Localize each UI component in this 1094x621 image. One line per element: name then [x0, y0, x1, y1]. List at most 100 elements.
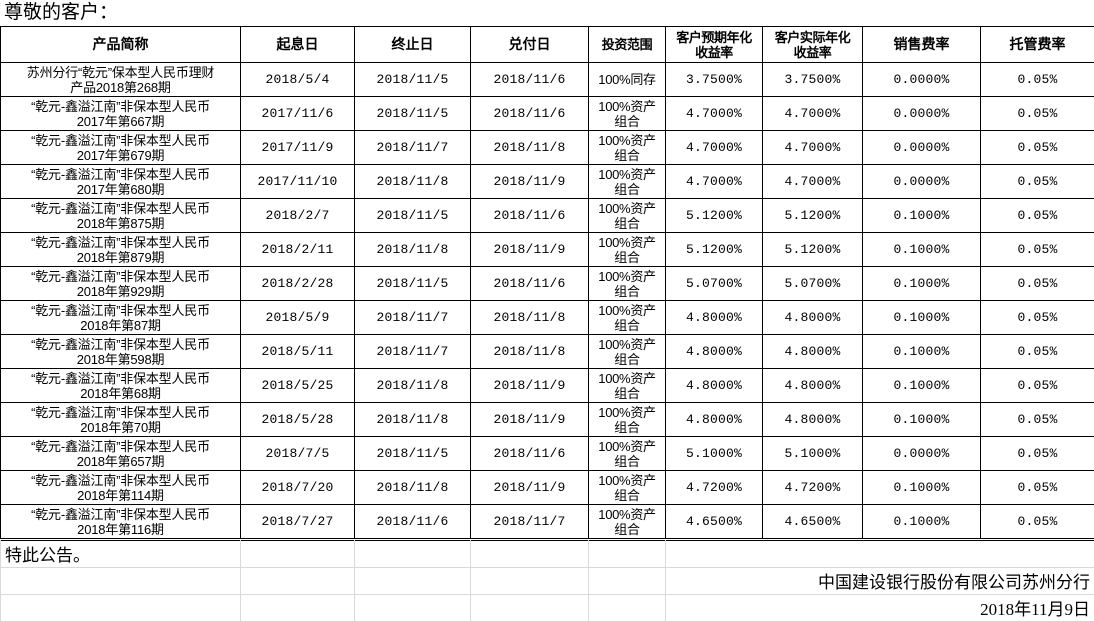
start-date-cell: 2018/5/25 [240, 368, 355, 403]
actual-rate-cell: 4.7000% [762, 164, 863, 199]
table-row: “乾元-鑫溢江南”非保本型人民币 2017年第680期 2017/11/10 2018… [0, 164, 1094, 199]
payment-date-cell: 2018/11/7 [470, 504, 589, 539]
column-header-end-date: 终止日 [354, 26, 471, 63]
product-name-cell: “乾元-鑫溢江南”非保本型人民币 2018年第87期 [0, 300, 241, 335]
investment-scope-cell: 100%资产 组合 [588, 402, 666, 437]
end-date-cell: 2018/11/7 [354, 130, 471, 165]
product-name-cell: “乾元-鑫溢江南”非保本型人民币 2018年第657期 [0, 436, 241, 471]
table-row: “乾元-鑫溢江南”非保本型人民币 2018年第70期 2018/5/28 2018/1… [0, 402, 1094, 437]
custody-fee-cell: 0.05% [980, 266, 1094, 301]
expected-rate-cell: 5.1200% [665, 232, 763, 267]
expected-rate-cell: 5.0700% [665, 266, 763, 301]
payment-date-cell: 2018/11/9 [470, 402, 589, 437]
notice-text: 特此公告。 [0, 540, 241, 568]
start-date-cell: 2017/11/6 [240, 96, 355, 131]
end-date-cell: 2018/11/8 [354, 470, 471, 505]
start-date-cell: 2018/2/28 [240, 266, 355, 301]
start-date-cell: 2017/11/10 [240, 164, 355, 199]
column-header-start-date: 起息日 [240, 26, 355, 63]
footer-cell-blank [0, 594, 241, 621]
footer-cell-blank [588, 540, 666, 568]
signature-text: 中国建设银行股份有限公司苏州分行 [665, 567, 1094, 595]
start-date-cell: 2018/7/5 [240, 436, 355, 471]
investment-scope-cell: 100%资产 组合 [588, 368, 666, 403]
actual-rate-cell: 4.6500% [762, 504, 863, 539]
table-row: “乾元-鑫溢江南”非保本型人民币 2017年第667期 2017/11/6 2018/… [0, 96, 1094, 131]
investment-scope-cell: 100%资产 组合 [588, 232, 666, 267]
sales-fee-cell: 0.1000% [862, 198, 981, 233]
column-header-investment-scope: 投资范围 [588, 26, 666, 63]
investment-scope-cell: 100%资产 组合 [588, 164, 666, 199]
actual-rate-cell: 5.1200% [762, 198, 863, 233]
end-date-cell: 2018/11/8 [354, 164, 471, 199]
start-date-cell: 2018/7/27 [240, 504, 355, 539]
table-row: 苏州分行“乾元”保本型人民币理财 产品2018第268期 2018/5/4 2018/… [0, 62, 1094, 97]
issue-date-text: 2018年11月9日 [665, 594, 1094, 621]
investment-scope-cell: 100%资产 组合 [588, 470, 666, 505]
payment-date-cell: 2018/11/9 [470, 232, 589, 267]
end-date-cell: 2018/11/7 [354, 334, 471, 369]
footer-cell-blank [240, 540, 355, 568]
end-date-cell: 2018/11/8 [354, 368, 471, 403]
end-date-cell: 2018/11/6 [354, 504, 471, 539]
footer-cell-blank [588, 594, 666, 621]
table-header-row: 产品简称 起息日 终止日 兑付日 投资范围 客户预期年化 收益率 客户实际年化 收益… [0, 26, 1094, 63]
actual-rate-cell: 4.7000% [762, 130, 863, 165]
footer-row-date: 2018年11月9日 [0, 594, 1094, 621]
payment-date-cell: 2018/11/9 [470, 470, 589, 505]
column-header-custody-fee: 托管费率 [980, 26, 1094, 63]
actual-rate-cell: 5.1200% [762, 232, 863, 267]
product-name-cell: 苏州分行“乾元”保本型人民币理财 产品2018第268期 [0, 62, 241, 97]
investment-scope-cell: 100%资产 组合 [588, 300, 666, 335]
column-header-sales-fee: 销售费率 [862, 26, 981, 63]
payment-date-cell: 2018/11/6 [470, 198, 589, 233]
investment-scope-cell: 100%资产 组合 [588, 266, 666, 301]
sales-fee-cell: 0.0000% [862, 436, 981, 471]
table-row: “乾元-鑫溢江南”非保本型人民币 2018年第875期 2018/2/7 2018/1… [0, 198, 1094, 233]
table-row: “乾元-鑫溢江南”非保本型人民币 2018年第598期 2018/5/11 2018/… [0, 334, 1094, 369]
sales-fee-cell: 0.0000% [862, 164, 981, 199]
product-name-cell: “乾元-鑫溢江南”非保本型人民币 2017年第680期 [0, 164, 241, 199]
expected-rate-cell: 4.8000% [665, 402, 763, 437]
expected-rate-cell: 4.7000% [665, 96, 763, 131]
start-date-cell: 2018/5/9 [240, 300, 355, 335]
investment-scope-cell: 100%资产 组合 [588, 96, 666, 131]
payment-date-cell: 2018/11/8 [470, 334, 589, 369]
table-row: “乾元-鑫溢江南”非保本型人民币 2018年第879期 2018/2/11 2018/… [0, 232, 1094, 267]
actual-rate-cell: 5.0700% [762, 266, 863, 301]
footer-cell-blank [470, 594, 589, 621]
custody-fee-cell: 0.05% [980, 198, 1094, 233]
end-date-cell: 2018/11/5 [354, 266, 471, 301]
table-row: “乾元-鑫溢江南”非保本型人民币 2018年第87期 2018/5/9 2018/11… [0, 300, 1094, 335]
table-row: “乾元-鑫溢江南”非保本型人民币 2017年第679期 2017/11/9 2018/… [0, 130, 1094, 165]
investment-scope-cell: 100%资产 组合 [588, 504, 666, 539]
footer-cell-blank [588, 567, 666, 595]
custody-fee-cell: 0.05% [980, 62, 1094, 97]
table-row: “乾元-鑫溢江南”非保本型人民币 2018年第929期 2018/2/28 2018/… [0, 266, 1094, 301]
expected-rate-cell: 4.7000% [665, 164, 763, 199]
actual-rate-cell: 4.7000% [762, 96, 863, 131]
footer-cell-blank [665, 540, 1094, 568]
table-row: “乾元-鑫溢江南”非保本型人民币 2018年第116期 2018/7/27 2018/… [0, 504, 1094, 539]
product-name-cell: “乾元-鑫溢江南”非保本型人民币 2018年第598期 [0, 334, 241, 369]
end-date-cell: 2018/11/5 [354, 436, 471, 471]
actual-rate-cell: 4.8000% [762, 402, 863, 437]
payment-date-cell: 2018/11/6 [470, 96, 589, 131]
sales-fee-cell: 0.1000% [862, 232, 981, 267]
actual-rate-cell: 3.7500% [762, 62, 863, 97]
footer-row-notice: 特此公告。 [0, 540, 1094, 568]
investment-scope-cell: 100%资产 组合 [588, 130, 666, 165]
sales-fee-cell: 0.1000% [862, 402, 981, 437]
expected-rate-cell: 4.7200% [665, 470, 763, 505]
table-row: “乾元-鑫溢江南”非保本型人民币 2018年第657期 2018/7/5 2018/1… [0, 436, 1094, 471]
product-name-cell: “乾元-鑫溢江南”非保本型人民币 2018年第929期 [0, 266, 241, 301]
footer-cell-blank [240, 594, 355, 621]
column-header-payment-date: 兑付日 [470, 26, 589, 63]
expected-rate-cell: 4.8000% [665, 300, 763, 335]
sales-fee-cell: 0.0000% [862, 96, 981, 131]
footer-grid: 特此公告。 中国建设银行股份有限公司苏州分行 [0, 540, 1094, 621]
column-header-product: 产品简称 [0, 26, 241, 63]
custody-fee-cell: 0.05% [980, 504, 1094, 539]
start-date-cell: 2018/5/28 [240, 402, 355, 437]
